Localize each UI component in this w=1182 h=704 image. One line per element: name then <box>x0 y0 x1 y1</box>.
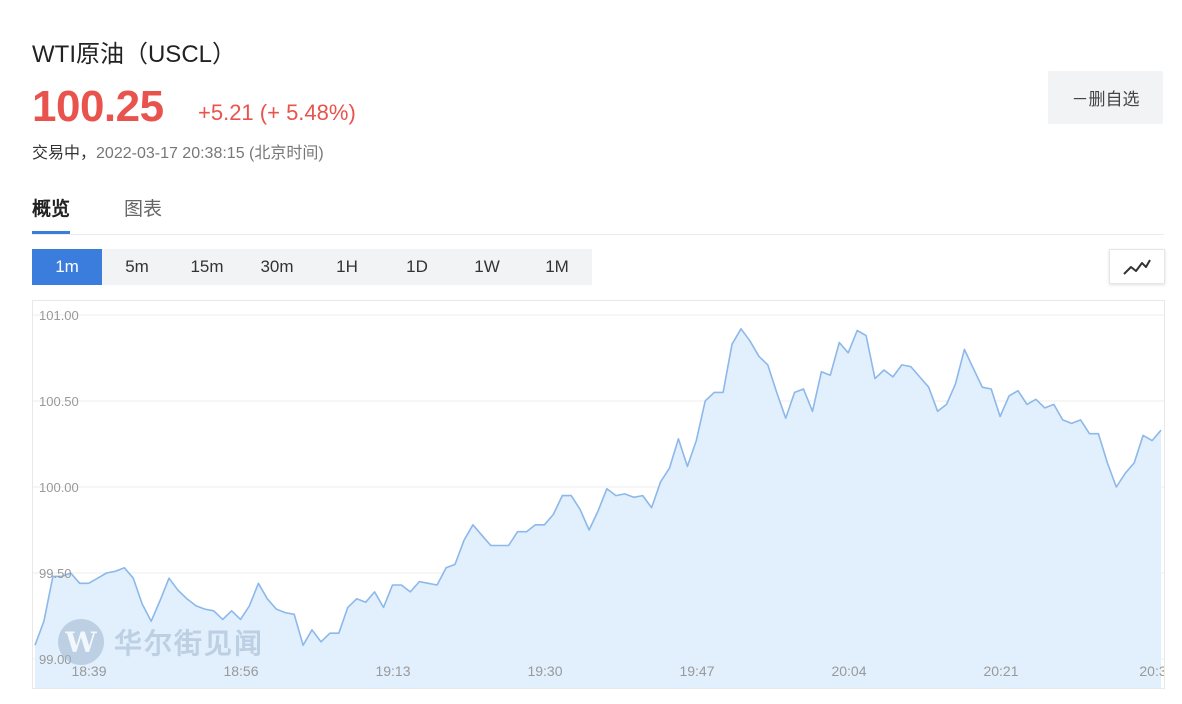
interval-1h[interactable]: 1H <box>336 257 358 276</box>
x-tick-label: 19:13 <box>375 663 410 679</box>
x-tick-label: 20:04 <box>831 663 866 679</box>
interval-1m[interactable]: 1m <box>32 249 102 285</box>
interval-1d[interactable]: 1D <box>406 257 428 276</box>
tab-bar: 概览 图表 <box>32 190 1164 235</box>
interval-5m[interactable]: 5m <box>125 257 149 276</box>
y-tick-label: 100.50 <box>39 394 79 409</box>
price-line <box>34 328 1162 646</box>
watermark-logo: W <box>58 619 104 665</box>
watermark-text: 华尔街见闻 <box>114 627 265 660</box>
current-price: 100.25 <box>32 82 164 131</box>
tab-chart[interactable]: 图表 <box>124 199 163 220</box>
interval-30m[interactable]: 30m <box>260 257 294 276</box>
timestamp: 2022-03-17 20:38:15 (北京时间) <box>96 145 324 162</box>
x-tick-label: 19:30 <box>527 663 562 679</box>
interval-15m[interactable]: 15m <box>190 257 224 276</box>
tab-overview[interactable]: 概览 <box>32 194 71 234</box>
price-change: +5.21 (+ 5.48%) <box>198 100 356 125</box>
y-tick-label: 99.50 <box>39 566 72 581</box>
interval-1w[interactable]: 1W <box>474 257 500 276</box>
y-tick-label: 101.00 <box>39 308 79 323</box>
x-tick-label: 20:3 <box>1139 663 1165 679</box>
x-tick-label: 20:21 <box>983 663 1018 679</box>
x-tick-label: 18:56 <box>223 663 258 679</box>
chart-type-button[interactable] <box>1109 249 1165 284</box>
status-label: 交易中， <box>32 145 97 162</box>
page-title: WTI原油（USCL） <box>32 41 236 68</box>
interval-selector: 1m 5m 15m 30m 1H 1D 1W 1M <box>32 249 592 285</box>
remove-watchlist-button[interactable]: －删自选 <box>1048 71 1163 124</box>
line-chart-icon <box>1123 259 1151 275</box>
price-area <box>35 328 1161 688</box>
watermark: W 华尔街见闻 <box>58 619 264 665</box>
y-tick-label: 100.00 <box>39 480 79 495</box>
trading-status: 交易中，2022-03-17 20:38:15 (北京时间) <box>32 139 324 163</box>
x-tick-label: 19:47 <box>679 663 714 679</box>
x-tick-label: 18:39 <box>71 663 106 679</box>
price-chart[interactable]: 101.00 100.50 100.00 99.50 99.00 18:39 18:56 19… <box>32 300 1165 689</box>
interval-1mo[interactable]: 1M <box>545 257 569 276</box>
